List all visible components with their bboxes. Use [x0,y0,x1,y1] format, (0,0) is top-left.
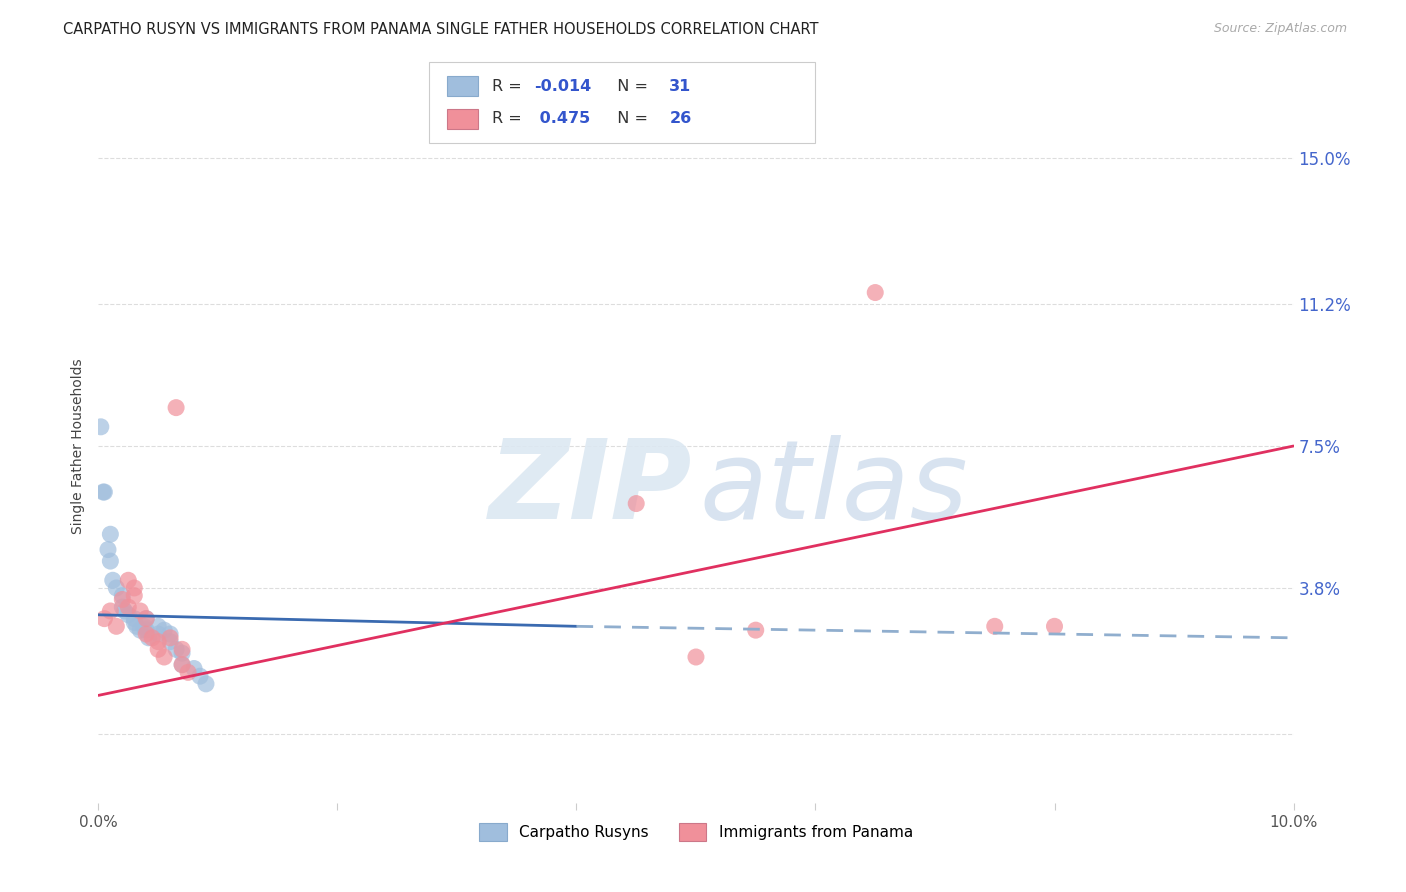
Point [159,634,181,648]
Point [125,619,148,633]
Text: 31: 31 [669,78,692,94]
Point [135,627,157,641]
Point [172,657,194,672]
Text: N =: N = [607,112,654,127]
Point [111,592,134,607]
Text: Source: ZipAtlas.com: Source: ZipAtlas.com [1213,22,1347,36]
Point [91,485,114,500]
Point [101,574,124,588]
Point [148,619,170,633]
Point [172,646,194,660]
Point [195,677,218,691]
Point [124,612,146,626]
Point [129,623,152,637]
Point [117,607,139,622]
Point [105,581,128,595]
Text: CARPATHO RUSYN VS IMMIGRANTS FROM PANAMA SINGLE FATHER HOUSEHOLDS CORRELATION CH: CARPATHO RUSYN VS IMMIGRANTS FROM PANAMA… [63,22,818,37]
Point [132,619,155,633]
Point [183,661,205,675]
Point [124,615,146,630]
Point [148,634,170,648]
Point [93,485,115,500]
Point [135,623,157,637]
Text: 0.475: 0.475 [534,112,591,127]
Point [135,612,157,626]
Point [148,627,170,641]
Point [124,581,146,595]
Point [172,642,194,657]
Text: R =: R = [492,112,527,127]
Point [98,604,122,618]
Point [685,650,707,665]
Point [865,285,887,300]
Text: -0.014: -0.014 [534,78,592,94]
Point [114,604,136,618]
Point [1043,619,1066,633]
Y-axis label: Single Father Households: Single Father Households [72,359,86,533]
Point [148,642,170,657]
Point [98,554,122,568]
Text: atlas: atlas [700,435,969,542]
Text: 26: 26 [669,112,692,127]
Point [105,619,128,633]
Point [111,600,134,615]
Point [141,631,163,645]
Point [984,619,1007,633]
Point [626,497,648,511]
Text: N =: N = [607,78,654,94]
Point [90,419,112,434]
Point [165,642,187,657]
Point [153,623,176,637]
Point [124,589,146,603]
Point [129,604,152,618]
Point [165,401,187,415]
Point [111,589,134,603]
Point [138,631,160,645]
Text: R =: R = [492,78,527,94]
Point [159,627,181,641]
Point [153,650,176,665]
Point [117,574,139,588]
Point [93,612,115,626]
Point [98,527,122,541]
Point [188,669,211,683]
Point [177,665,200,680]
Point [97,542,120,557]
Point [159,631,181,645]
Point [135,612,157,626]
Point [117,600,139,615]
Point [172,657,194,672]
Text: ZIP: ZIP [489,435,692,542]
Legend: Carpatho Rusyns, Immigrants from Panama: Carpatho Rusyns, Immigrants from Panama [471,816,921,848]
Point [745,623,768,637]
